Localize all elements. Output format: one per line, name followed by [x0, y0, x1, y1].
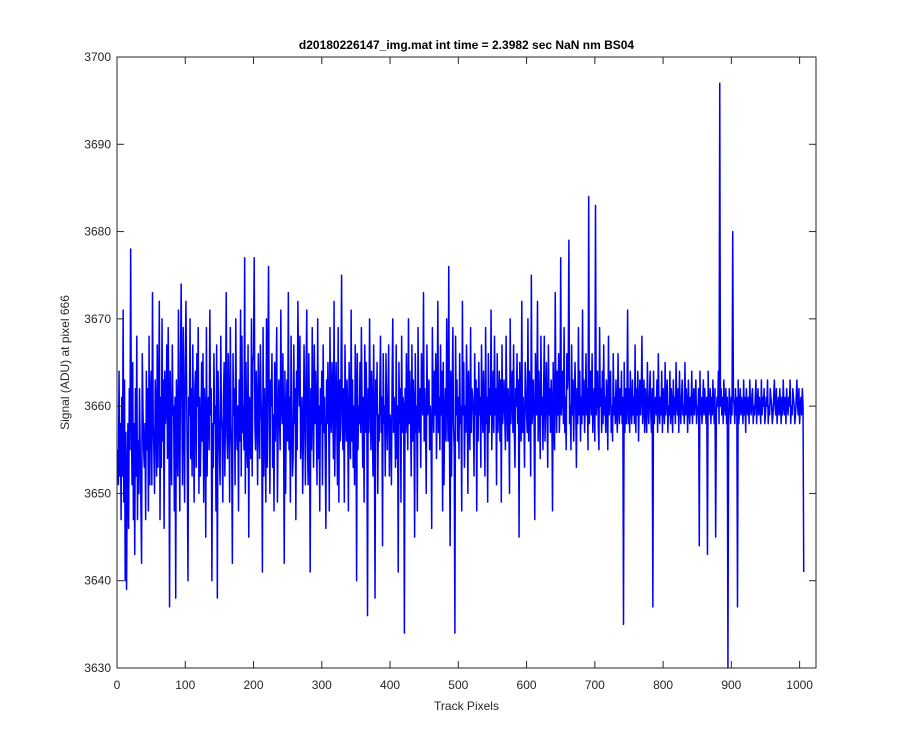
x-tick-label: 200 — [244, 678, 264, 692]
series-layer — [116, 82, 805, 669]
y-tick-label: 3700 — [84, 50, 111, 64]
y-tick-label: 3670 — [84, 312, 111, 326]
y-axis-label: Signal (ADU) at pixel 666 — [58, 295, 72, 430]
series-line-0 — [116, 82, 805, 669]
x-tick-label: 0 — [114, 678, 121, 692]
x-tick-label: 100 — [175, 678, 195, 692]
y-tick-label: 3680 — [84, 225, 111, 239]
x-tick-label: 300 — [312, 678, 332, 692]
x-tick-label: 600 — [517, 678, 537, 692]
chart-title: d20180226147_img.mat int time = 2.3982 s… — [299, 38, 635, 52]
y-tick-label: 3660 — [84, 399, 111, 413]
x-tick-label: 500 — [448, 678, 468, 692]
x-axis-label: Track Pixels — [434, 699, 499, 713]
x-tick-label: 900 — [721, 678, 741, 692]
ticks-layer: 0 100 200 300 400 500 600 700 800 900 1000 3630 3640… — [84, 50, 816, 692]
axes-box — [116, 56, 817, 669]
x-tick-label: 1000 — [786, 678, 813, 692]
y-tick-label: 3640 — [84, 574, 111, 588]
y-tick-label: 3690 — [84, 137, 111, 151]
y-tick-label: 3630 — [84, 661, 111, 675]
x-tick-label: 800 — [653, 678, 673, 692]
x-tick-label: 400 — [380, 678, 400, 692]
y-tick-label: 3650 — [84, 486, 111, 500]
x-tick-label: 700 — [585, 678, 605, 692]
